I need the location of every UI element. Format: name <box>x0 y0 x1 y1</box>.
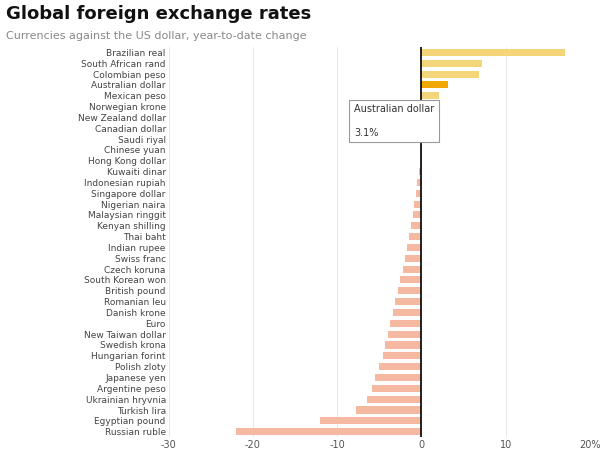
Bar <box>367 396 421 403</box>
Bar <box>421 70 479 78</box>
Bar <box>320 417 421 424</box>
Bar <box>421 81 447 88</box>
Bar <box>419 168 421 175</box>
Bar <box>421 60 482 67</box>
Bar <box>421 103 433 110</box>
Bar <box>379 363 421 370</box>
Bar <box>415 190 421 197</box>
Bar <box>421 125 429 132</box>
Text: Global foreign exchange rates: Global foreign exchange rates <box>6 5 311 23</box>
Bar <box>421 49 565 56</box>
Bar <box>409 233 421 240</box>
Bar <box>390 320 421 327</box>
Text: Australian dollar

3.1%: Australian dollar 3.1% <box>354 104 434 138</box>
Bar <box>411 222 421 229</box>
Bar <box>385 342 421 349</box>
Bar <box>371 385 421 392</box>
Bar <box>407 244 421 251</box>
Bar <box>383 352 421 360</box>
Bar <box>400 276 421 283</box>
Bar <box>388 330 421 337</box>
Bar <box>356 407 421 414</box>
Bar <box>403 266 421 273</box>
Bar <box>398 287 421 294</box>
Bar <box>421 147 422 154</box>
Bar <box>414 201 421 208</box>
Bar <box>393 309 421 316</box>
Bar <box>375 374 421 381</box>
Bar <box>421 92 439 99</box>
Bar <box>421 135 423 142</box>
Bar <box>421 114 430 121</box>
Bar <box>417 179 421 186</box>
Bar <box>413 212 421 219</box>
Bar <box>396 298 421 305</box>
Text: Currencies against the US dollar, year-to-date change: Currencies against the US dollar, year-t… <box>6 31 306 40</box>
Bar <box>236 428 421 435</box>
Bar <box>405 255 421 262</box>
